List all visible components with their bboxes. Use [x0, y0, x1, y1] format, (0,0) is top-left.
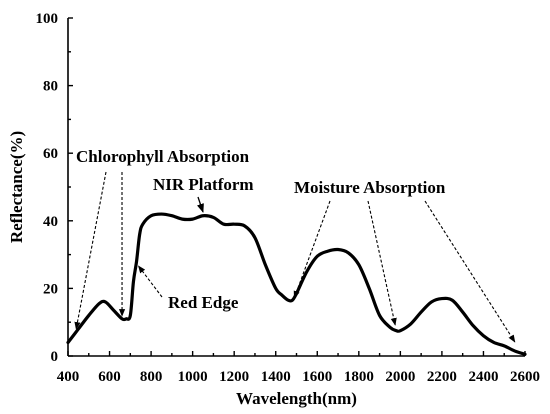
x-tick-label: 800 — [140, 369, 163, 385]
ticks-group: 400 600 800 1000 1200 1400 1600 1800 2000 2200 240… — [36, 11, 541, 385]
x-tick-label: 2400 — [468, 369, 498, 385]
annotation-nir: NIR Platform — [153, 175, 254, 194]
arrow-red-edge — [138, 265, 163, 298]
x-tick-label: 1000 — [178, 369, 208, 385]
x-axis-label: Wavelength(nm) — [236, 389, 357, 408]
x-tick-label: 1800 — [344, 369, 374, 385]
y-axis-label: Reflectance(%) — [7, 131, 26, 243]
arrow-moisture-1 — [293, 200, 331, 299]
x-tick-label: 400 — [57, 369, 80, 385]
x-tick-label: 2600 — [510, 369, 540, 385]
y-tick-label: 80 — [43, 79, 58, 95]
reflectance-curve — [66, 212, 527, 356]
y-tick-label: 0 — [51, 349, 59, 365]
annotation-moisture: Moisture Absorption — [294, 178, 446, 197]
arrow-nir — [196, 196, 204, 213]
x-tick-label: 1400 — [261, 369, 291, 385]
arrow-moisture-3 — [424, 200, 516, 343]
x-tick-label: 2200 — [427, 369, 457, 385]
annotation-red-edge: Red Edge — [168, 293, 239, 312]
y-tick-label: 100 — [36, 11, 59, 27]
arrow-moisture-2 — [367, 200, 397, 326]
annotation-chlorophyll: Chlorophyll Absorption — [76, 147, 250, 166]
y-tick-label: 40 — [43, 214, 58, 230]
y-tick-label: 60 — [43, 146, 58, 162]
arrow-chlorophyll-1 — [74, 171, 107, 330]
x-tick-label: 600 — [98, 369, 121, 385]
x-tick-label: 2000 — [385, 369, 415, 385]
x-tick-label: 1600 — [302, 369, 332, 385]
x-tick-label: 1200 — [219, 369, 249, 385]
y-tick-label: 20 — [43, 281, 58, 297]
series-group — [66, 212, 527, 356]
annotations-group: Chlorophyll Absorption NIR Platform Red Ed… — [74, 147, 516, 343]
